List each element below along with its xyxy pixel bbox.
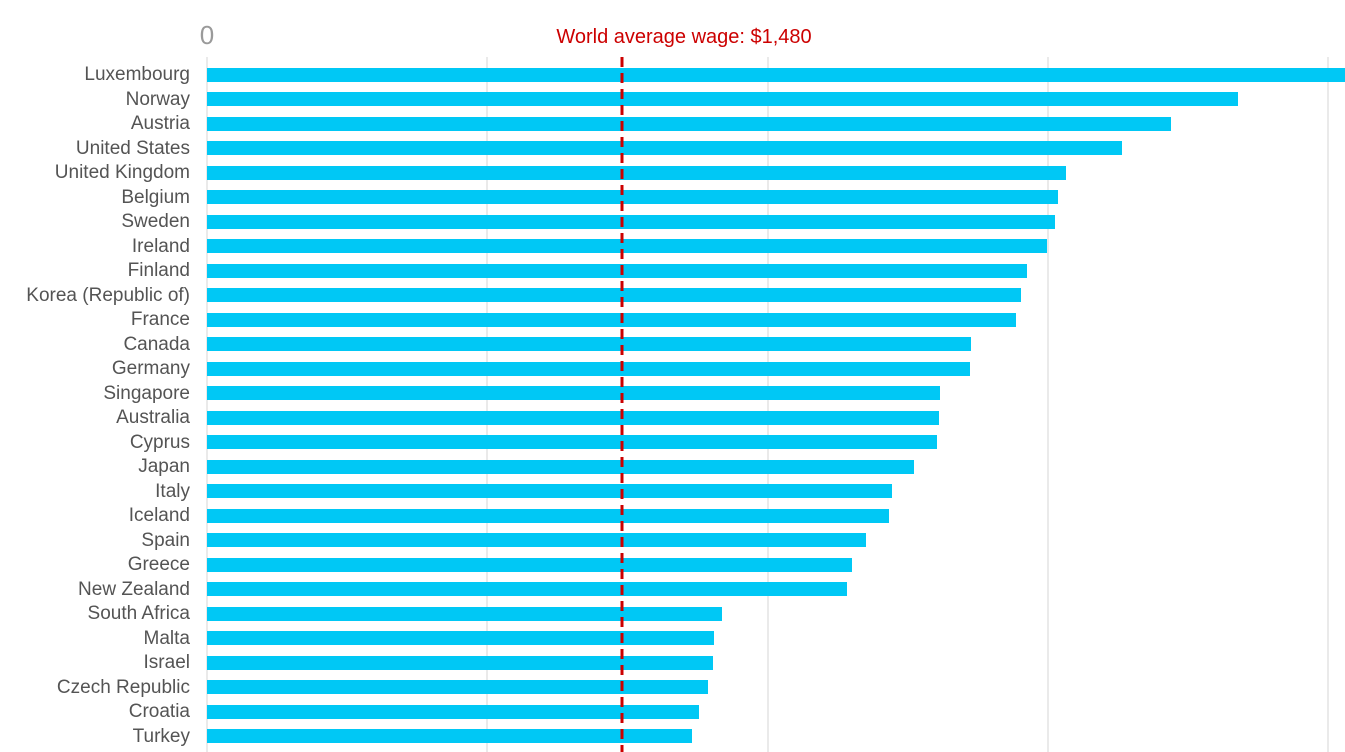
gridline (1047, 57, 1050, 752)
bar (207, 312, 1017, 327)
category-label: Ireland (131, 235, 190, 257)
bar (207, 484, 893, 499)
bar (207, 116, 1171, 131)
bar (207, 288, 1021, 303)
bar (207, 606, 723, 621)
bar (207, 729, 693, 744)
category-label: Germany (111, 358, 190, 380)
category-label: Czech Republic (56, 676, 190, 698)
bar (207, 508, 889, 523)
category-label: France (130, 309, 190, 331)
category-label: Cyprus (129, 431, 190, 453)
bar (207, 533, 867, 548)
bar (207, 141, 1122, 156)
bar (207, 459, 915, 474)
bar (207, 67, 1345, 82)
bar (207, 263, 1028, 278)
x-axis-tick-zero: 0 (199, 20, 215, 50)
bar (207, 214, 1055, 229)
world-average-label: World average wage: $1,480 (556, 26, 812, 48)
category-label: Spain (141, 529, 190, 551)
bar (207, 680, 708, 695)
category-label: Canada (123, 333, 190, 355)
bar (207, 190, 1058, 205)
bar (207, 239, 1048, 254)
category-label: Turkey (132, 725, 190, 747)
bar (207, 704, 700, 719)
bar (207, 361, 970, 376)
bar (207, 386, 941, 401)
category-label: Singapore (103, 382, 190, 404)
category-label: Japan (138, 456, 190, 478)
category-label: South Africa (87, 603, 190, 625)
category-label: Belgium (121, 186, 190, 208)
gridline (766, 57, 769, 752)
category-label: Malta (143, 627, 190, 649)
bar (207, 655, 713, 670)
gridline (206, 57, 208, 752)
category-label: United Kingdom (54, 162, 190, 184)
gridline (1327, 57, 1330, 752)
category-label: Austria (130, 113, 190, 135)
category-label: Sweden (121, 211, 190, 233)
bar (207, 435, 938, 450)
gridline (486, 57, 489, 752)
bar (207, 582, 848, 597)
category-label: Iceland (128, 505, 190, 527)
bar (207, 557, 852, 572)
bar (207, 92, 1239, 107)
category-label: Norway (125, 88, 190, 110)
bar (207, 165, 1067, 180)
bar (207, 631, 714, 646)
category-label: Greece (127, 554, 190, 576)
category-label: Israel (143, 652, 190, 674)
category-label: Australia (116, 407, 190, 429)
bar (207, 337, 971, 352)
category-label: New Zealand (78, 578, 190, 600)
category-label: Luxembourg (84, 64, 190, 86)
bar (207, 410, 939, 425)
world-average-line (620, 57, 624, 752)
category-label: United States (75, 137, 190, 159)
category-label: Finland (127, 260, 190, 282)
category-label: Korea (Republic of) (26, 284, 190, 306)
category-label: Croatia (128, 701, 190, 723)
category-label: Italy (155, 480, 190, 502)
